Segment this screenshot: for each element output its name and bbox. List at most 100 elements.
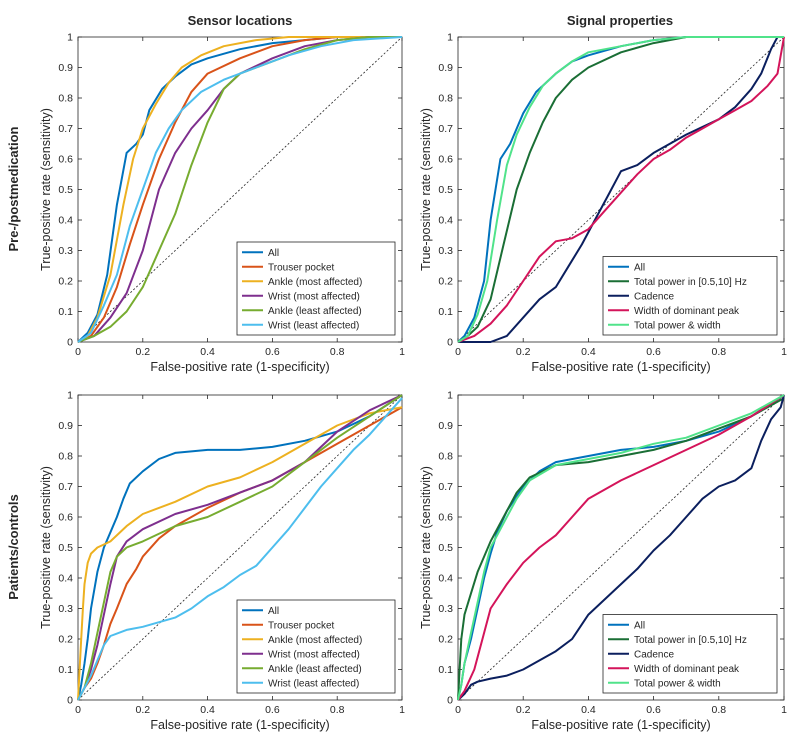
series-line-ankle-least-affected <box>77 36 402 343</box>
y-tick-label: 0.3 <box>58 245 73 257</box>
x-tick-label: 0 <box>455 346 461 358</box>
x-tick-label: 0.8 <box>330 346 345 358</box>
y-tick-label: 0.7 <box>58 123 73 135</box>
y-tick-label: 0.3 <box>438 603 453 615</box>
y-tick-label: 1 <box>67 390 73 402</box>
legend-label: Ankle (least affected) <box>268 664 362 675</box>
series-line-ankle-most-affected <box>77 36 402 343</box>
legend: All Total power in [0.5,10] Hz Cadence Widt… <box>602 256 778 336</box>
col-title-signal-properties: Signal properties <box>567 13 673 28</box>
legend-label: Total power & width <box>634 320 721 331</box>
y-tick-label: 0.1 <box>438 664 453 676</box>
series-line-all <box>77 394 403 701</box>
legend-label: Total power in [0.5,10] Hz <box>634 635 747 646</box>
y-tick-label: 1 <box>67 32 73 44</box>
x-tick-label: 1 <box>399 346 405 358</box>
y-tick-label: 0.7 <box>438 123 453 135</box>
x-tick-label: 0.6 <box>265 346 280 358</box>
legend: All Total power in [0.5,10] Hz Cadence Widt… <box>602 614 778 694</box>
x-tick-label: 0.4 <box>581 346 596 358</box>
x-axis-label: False-positive rate (1-specificity) <box>531 360 710 374</box>
x-tick-label: 0.2 <box>516 346 531 358</box>
y-tick-label: 1 <box>447 32 453 44</box>
x-axis-label: False-positive rate (1-specificity) <box>531 718 710 732</box>
row-title-pre-postmedication: Pre-/postmedication <box>6 126 21 251</box>
y-tick-label: 0.3 <box>438 245 453 257</box>
y-tick-label: 0.5 <box>58 184 73 196</box>
legend-label: All <box>634 620 645 631</box>
x-tick-label: 0 <box>455 704 461 716</box>
chance-diagonal <box>457 394 785 701</box>
y-tick-label: 0 <box>67 337 73 349</box>
x-tick-label: 0.4 <box>581 704 596 716</box>
legend: All Trouser pocket Ankle (most affected) Wr… <box>236 241 396 336</box>
y-tick-label: 0.1 <box>58 664 73 676</box>
legend-label: Ankle (least affected) <box>268 306 362 317</box>
y-axis-label: True-positive rate (sensitivity) <box>39 466 53 629</box>
y-tick-label: 0.7 <box>438 481 453 493</box>
chart-panel-top-right: 0 0.2 0.4 0.6 0.8 1 0 0.1 0.2 0.3 0.4 0.5 0.6 0.7 0.8 0… <box>419 32 787 375</box>
series-line-total-power-width <box>457 36 784 343</box>
col-title-sensor-locations: Sensor locations <box>188 13 293 28</box>
y-tick-label: 0.2 <box>438 276 453 288</box>
y-tick-label: 0.8 <box>438 451 453 463</box>
series-line-wrist-least-affected <box>77 36 403 343</box>
legend-label: All <box>268 606 279 617</box>
y-tick-label: 0.5 <box>58 542 73 554</box>
y-tick-label: 0.4 <box>438 215 453 227</box>
x-tick-label: 0.2 <box>135 704 150 716</box>
x-tick-label: 1 <box>781 704 787 716</box>
y-tick-label: 0.6 <box>438 154 453 166</box>
x-tick-label: 0.6 <box>646 704 661 716</box>
y-tick-label: 0.5 <box>438 542 453 554</box>
series-line-cadence <box>458 36 784 343</box>
series-line-total-power-in-0-5-10-hz <box>457 397 785 701</box>
series-line-total-power-width <box>457 394 785 701</box>
legend-box <box>602 256 778 336</box>
y-tick-label: 0.2 <box>58 276 73 288</box>
series-line-wrist-least-affected <box>77 397 403 701</box>
legend-label: Total power & width <box>634 678 721 689</box>
y-tick-label: 0.6 <box>438 512 453 524</box>
y-tick-label: 0.8 <box>438 93 453 105</box>
y-tick-label: 0.6 <box>58 154 73 166</box>
legend-label: Wrist (most affected) <box>268 291 360 302</box>
series-line-ankle-least-affected <box>77 394 403 701</box>
y-tick-label: 0.9 <box>438 62 453 74</box>
series-line-width-of-dominant-peak <box>457 394 785 701</box>
legend-label: Trouser pocket <box>268 620 335 631</box>
series-line-all <box>77 36 402 343</box>
legend-label: Ankle (most affected) <box>268 277 362 288</box>
series-line-ankle-most-affected <box>77 406 403 701</box>
x-axis-label: False-positive rate (1-specificity) <box>150 718 329 732</box>
legend-label: Total power in [0.5,10] Hz <box>634 277 747 288</box>
x-tick-label: 0.2 <box>516 704 531 716</box>
x-tick-label: 0.8 <box>711 346 726 358</box>
legend-box <box>236 599 396 694</box>
y-tick-label: 0.2 <box>58 634 73 646</box>
chance-diagonal <box>457 36 785 343</box>
y-axis-label: True-positive rate (sensitivity) <box>419 466 433 629</box>
x-tick-label: 0.6 <box>265 704 280 716</box>
legend-label: Width of dominant peak <box>634 664 740 675</box>
chart-panel-bottom-left: 0 0.2 0.4 0.6 0.8 1 0 0.1 0.2 0.3 0.4 0.5 0.6 0.7 0.8 0… <box>39 390 405 733</box>
x-tick-label: 0.8 <box>330 704 345 716</box>
legend-label: Wrist (least affected) <box>268 678 359 689</box>
x-tick-label: 0.2 <box>135 346 150 358</box>
legend-label: All <box>634 262 645 273</box>
y-tick-label: 0.9 <box>438 420 453 432</box>
legend-label: Trouser pocket <box>268 262 335 273</box>
y-axis-label: True-positive rate (sensitivity) <box>39 108 53 271</box>
x-tick-label: 0 <box>75 704 81 716</box>
x-tick-label: 0.4 <box>200 704 215 716</box>
y-tick-label: 0.8 <box>58 93 73 105</box>
series-line-trouser-pocket <box>77 36 402 343</box>
y-tick-label: 0.3 <box>58 603 73 615</box>
row-title-patients-controls: Patients/controls <box>6 494 21 599</box>
y-tick-label: 0.6 <box>58 512 73 524</box>
chart-panel-top-left: 0 0.2 0.4 0.6 0.8 1 0 0.1 0.2 0.3 0.4 0.5 0.6 0.7 0.8 0… <box>39 32 405 375</box>
y-tick-label: 0 <box>67 695 73 707</box>
x-tick-label: 0.6 <box>646 346 661 358</box>
y-tick-label: 0 <box>447 695 453 707</box>
series-line-width-of-dominant-peak <box>457 36 785 343</box>
